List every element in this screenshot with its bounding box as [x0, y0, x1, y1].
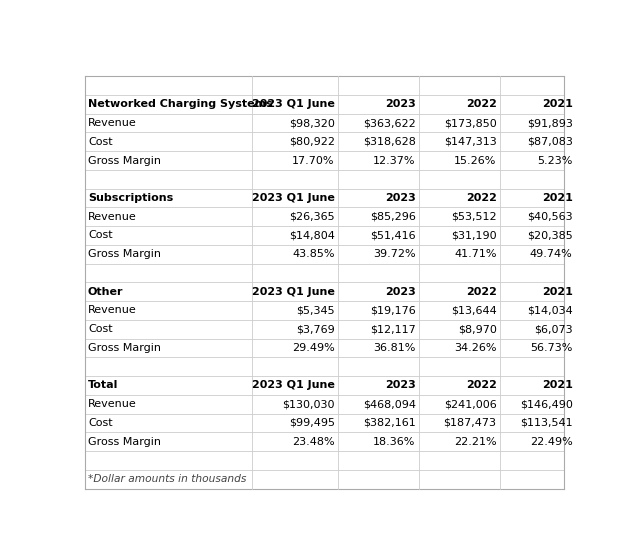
Text: Gross Margin: Gross Margin	[88, 249, 161, 259]
Text: 2023: 2023	[385, 193, 416, 203]
Text: 2023 Q1 June: 2023 Q1 June	[252, 193, 335, 203]
Text: Cost: Cost	[88, 418, 113, 428]
Text: 2023 Q1 June: 2023 Q1 June	[252, 287, 335, 296]
Text: $187,473: $187,473	[444, 418, 497, 428]
Text: 2023: 2023	[385, 380, 416, 391]
Text: *Dollar amounts in thousands: *Dollar amounts in thousands	[88, 474, 246, 484]
Text: $241,006: $241,006	[444, 399, 497, 409]
Text: $146,490: $146,490	[520, 399, 573, 409]
Text: 22.21%: 22.21%	[454, 437, 497, 447]
Text: $147,313: $147,313	[444, 137, 497, 147]
Text: 2023: 2023	[385, 100, 416, 109]
Text: 2021: 2021	[542, 193, 573, 203]
Text: 15.26%: 15.26%	[454, 155, 497, 166]
Text: 34.26%: 34.26%	[454, 343, 497, 353]
Text: 36.81%: 36.81%	[373, 343, 416, 353]
Text: Revenue: Revenue	[88, 212, 137, 222]
Text: $468,094: $468,094	[363, 399, 416, 409]
Text: Cost: Cost	[88, 230, 113, 241]
Text: $382,161: $382,161	[363, 418, 416, 428]
Text: 2021: 2021	[542, 100, 573, 109]
Text: 22.49%: 22.49%	[530, 437, 573, 447]
Text: Revenue: Revenue	[88, 118, 137, 128]
Text: Cost: Cost	[88, 137, 113, 147]
Text: $318,628: $318,628	[363, 137, 416, 147]
Text: $5,345: $5,345	[296, 305, 335, 316]
Text: $31,190: $31,190	[451, 230, 497, 241]
Text: $14,034: $14,034	[527, 305, 573, 316]
Text: $19,176: $19,176	[370, 305, 416, 316]
Text: 2022: 2022	[466, 287, 497, 296]
Text: $3,769: $3,769	[296, 324, 335, 334]
Text: 2022: 2022	[466, 380, 497, 391]
Text: $98,320: $98,320	[289, 118, 335, 128]
Text: 5.23%: 5.23%	[537, 155, 573, 166]
Text: $130,030: $130,030	[282, 399, 335, 409]
Text: $85,296: $85,296	[370, 212, 416, 222]
Text: $99,495: $99,495	[289, 418, 335, 428]
Text: Cost: Cost	[88, 324, 113, 334]
Text: $13,644: $13,644	[451, 305, 497, 316]
Text: 17.70%: 17.70%	[292, 155, 335, 166]
Text: 2022: 2022	[466, 100, 497, 109]
Text: Subscriptions: Subscriptions	[88, 193, 173, 203]
Text: 2023 Q1 June: 2023 Q1 June	[252, 100, 335, 109]
Text: 56.73%: 56.73%	[530, 343, 573, 353]
Text: 2023 Q1 June: 2023 Q1 June	[252, 380, 335, 391]
Text: $20,385: $20,385	[527, 230, 573, 241]
Text: 29.49%: 29.49%	[292, 343, 335, 353]
Text: Revenue: Revenue	[88, 399, 137, 409]
Text: $173,850: $173,850	[444, 118, 497, 128]
Text: Total: Total	[88, 380, 118, 391]
Text: 12.37%: 12.37%	[373, 155, 416, 166]
Text: $14,804: $14,804	[289, 230, 335, 241]
Text: $26,365: $26,365	[289, 212, 335, 222]
Text: $8,970: $8,970	[458, 324, 497, 334]
Text: $6,073: $6,073	[534, 324, 573, 334]
Text: Revenue: Revenue	[88, 305, 137, 316]
Text: 18.36%: 18.36%	[373, 437, 416, 447]
Text: Gross Margin: Gross Margin	[88, 343, 161, 353]
Text: 2022: 2022	[466, 193, 497, 203]
Text: 49.74%: 49.74%	[530, 249, 573, 259]
Text: $363,622: $363,622	[363, 118, 416, 128]
Text: 2021: 2021	[542, 380, 573, 391]
Text: 41.71%: 41.71%	[454, 249, 497, 259]
Text: $80,922: $80,922	[289, 137, 335, 147]
Text: Networked Charging Systems: Networked Charging Systems	[88, 100, 273, 109]
Text: Gross Margin: Gross Margin	[88, 437, 161, 447]
Text: 2023: 2023	[385, 287, 416, 296]
Text: $40,563: $40,563	[527, 212, 573, 222]
Text: $51,416: $51,416	[370, 230, 416, 241]
Text: $12,117: $12,117	[370, 324, 416, 334]
Text: $87,083: $87,083	[527, 137, 573, 147]
Text: Gross Margin: Gross Margin	[88, 155, 161, 166]
Text: 2021: 2021	[542, 287, 573, 296]
Text: $91,893: $91,893	[527, 118, 573, 128]
Text: 39.72%: 39.72%	[373, 249, 416, 259]
Text: $53,512: $53,512	[451, 212, 497, 222]
Text: 23.48%: 23.48%	[292, 437, 335, 447]
Text: 43.85%: 43.85%	[292, 249, 335, 259]
Text: $113,541: $113,541	[520, 418, 573, 428]
Text: Other: Other	[88, 287, 123, 296]
